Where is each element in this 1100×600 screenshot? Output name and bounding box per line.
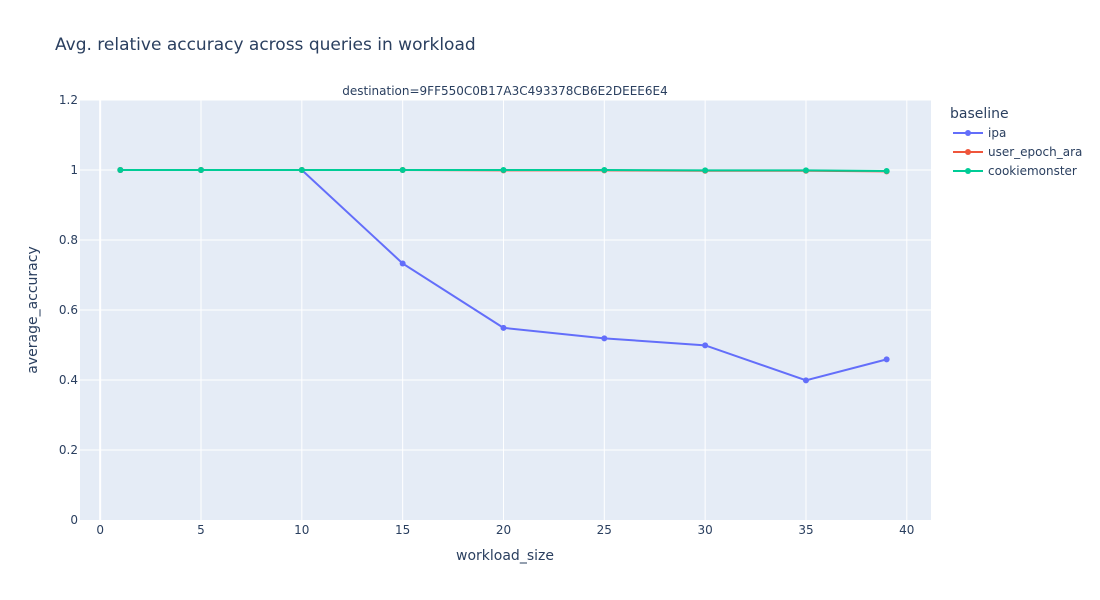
- data-point: [802, 167, 809, 174]
- chart-subtitle: destination=9FF550C0B17A3C493378CB6E2DEE…: [342, 84, 667, 98]
- x-tick-label: 35: [798, 523, 813, 537]
- y-tick-label: 0: [70, 513, 78, 527]
- x-tick-label: 10: [294, 523, 309, 537]
- x-tick-label: 30: [698, 523, 713, 537]
- data-point: [197, 167, 204, 173]
- data-point: [702, 167, 709, 174]
- data-point: [117, 167, 124, 173]
- y-tick-label: 0.8: [59, 233, 78, 247]
- data-point: [298, 167, 305, 173]
- y-tick-label: 1: [70, 163, 78, 177]
- data-point: [883, 168, 890, 175]
- data-point: [702, 342, 709, 349]
- y-axis-ticks: 0 0.2 0.4 0.6 0.8 1 1.2: [59, 93, 78, 527]
- data-point: [500, 167, 507, 173]
- legend-label: user_epoch_ara: [988, 145, 1082, 159]
- x-tick-label: 5: [197, 523, 205, 537]
- data-point: [601, 335, 608, 342]
- data-point: [601, 167, 608, 173]
- legend[interactable]: baseline ipa user_epoch_ara cookiemonster: [950, 106, 1082, 178]
- legend-label: cookiemonster: [988, 164, 1077, 178]
- data-point: [399, 260, 406, 267]
- data-point: [500, 324, 507, 331]
- chart-title: Avg. relative accuracy across queries in…: [55, 35, 476, 55]
- data-point: [883, 356, 890, 363]
- x-tick-label: 25: [597, 523, 612, 537]
- legend-title: baseline: [950, 106, 1009, 122]
- x-axis-title: workload_size: [456, 548, 554, 564]
- data-point: [399, 167, 406, 173]
- y-tick-label: 0.6: [59, 303, 78, 317]
- legend-marker-icon: [965, 130, 971, 136]
- legend-item-cookiemonster[interactable]: cookiemonster: [953, 164, 1077, 178]
- x-tick-label: 15: [395, 523, 410, 537]
- x-tick-label: 20: [496, 523, 511, 537]
- data-point: [802, 377, 809, 384]
- x-tick-label: 40: [899, 523, 914, 537]
- y-tick-label: 0.2: [59, 443, 78, 457]
- series-cookiemonster: [117, 167, 890, 175]
- y-axis-title: average_accuracy: [25, 246, 41, 373]
- legend-label: ipa: [988, 126, 1006, 140]
- series-layer: [117, 167, 890, 384]
- legend-marker-icon: [965, 149, 971, 155]
- y-tick-label: 0.4: [59, 373, 78, 387]
- x-tick-label: 0: [96, 523, 104, 537]
- legend-item-ipa[interactable]: ipa: [953, 126, 1006, 140]
- legend-marker-icon: [965, 168, 971, 174]
- y-tick-label: 1.2: [59, 93, 78, 107]
- legend-item-user-epoch-ara[interactable]: user_epoch_ara: [953, 145, 1082, 159]
- x-axis-ticks: 0 5 10 15 20 25 30 35 40: [96, 523, 914, 537]
